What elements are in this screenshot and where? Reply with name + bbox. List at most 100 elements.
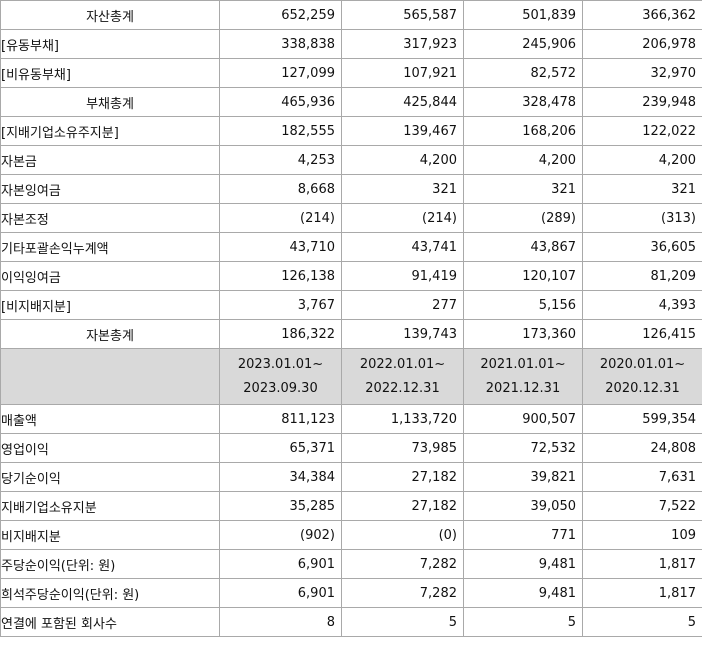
value-cell: 120,107 <box>463 261 583 291</box>
value-cell: 109 <box>582 520 702 550</box>
value-cell: (313) <box>582 203 702 233</box>
value-cell: (0) <box>341 520 464 550</box>
value-cell: 5 <box>582 607 702 637</box>
value-cell: 317,923 <box>341 29 464 59</box>
table-row: 주당순이익(단위: 원) 6,901 7,282 9,481 1,817 <box>0 549 702 579</box>
table-row: 자본총계 186,322 139,743 173,360 126,415 <box>0 319 702 349</box>
period-start: 2021.01.01~ <box>480 356 566 372</box>
value-cell: (214) <box>341 203 464 233</box>
value-cell: 72,532 <box>463 433 583 463</box>
table-row: 자본조정 (214) (214) (289) (313) <box>0 203 702 233</box>
row-label: 주당순이익(단위: 원) <box>0 549 220 579</box>
income-statement-section: 매출액 811,123 1,133,720 900,507 599,354 영업이익 65,… <box>0 404 702 637</box>
period-end: 2022.12.31 <box>365 380 440 396</box>
period-header-section: 2023.01.01~ 2023.09.30 2022.01.01~ 2022.12… <box>0 348 702 405</box>
period-cell: 2023.01.01~ 2023.09.30 <box>219 348 342 405</box>
value-cell: 139,743 <box>341 319 464 349</box>
value-cell: 73,985 <box>341 433 464 463</box>
value-cell: 32,970 <box>582 58 702 88</box>
value-cell: 321 <box>341 174 464 204</box>
value-cell: 7,522 <box>582 491 702 521</box>
value-cell: 599,354 <box>582 404 702 434</box>
table-row: 영업이익 65,371 73,985 72,532 24,808 <box>0 433 702 463</box>
period-end: 2021.12.31 <box>485 380 561 396</box>
table-row: 지배기업소유지분 35,285 27,182 39,050 7,522 <box>0 491 702 521</box>
table-row: 당기순이익 34,384 27,182 39,821 7,631 <box>0 462 702 492</box>
value-cell: 39,050 <box>463 491 583 521</box>
table-row: 부채총계 465,936 425,844 328,478 239,948 <box>0 87 702 117</box>
value-cell: 126,138 <box>219 261 342 291</box>
value-cell: 7,282 <box>341 578 464 608</box>
value-cell: 6,901 <box>219 578 342 608</box>
row-label: 자본잉여금 <box>0 174 220 204</box>
table-row: 자본금 4,253 4,200 4,200 4,200 <box>0 145 702 175</box>
period-end: 2020.12.31 <box>605 380 680 396</box>
value-cell: 338,838 <box>219 29 342 59</box>
value-cell: 277 <box>341 290 464 320</box>
value-cell: 245,906 <box>463 29 583 59</box>
value-cell: 107,921 <box>341 58 464 88</box>
table-row: [비유동부채] 127,099 107,921 82,572 32,970 <box>0 58 702 88</box>
table-row: 희석주당순이익(단위: 원) 6,901 7,282 9,481 1,817 <box>0 578 702 608</box>
value-cell: 4,200 <box>341 145 464 175</box>
period-header-blank-cell <box>0 348 220 405</box>
value-cell: 6,901 <box>219 549 342 579</box>
value-cell: 126,415 <box>582 319 702 349</box>
value-cell: 1,133,720 <box>341 404 464 434</box>
value-cell: (214) <box>219 203 342 233</box>
value-cell: (902) <box>219 520 342 550</box>
value-cell: 139,467 <box>341 116 464 146</box>
value-cell: 3,767 <box>219 290 342 320</box>
table-row: 이익잉여금 126,138 91,419 120,107 81,209 <box>0 261 702 291</box>
balance-sheet-section: 자산총계 652,259 565,587 501,839 366,362 [유동부채] 33… <box>0 0 702 349</box>
value-cell: 652,259 <box>219 0 342 30</box>
value-cell: 43,710 <box>219 232 342 262</box>
value-cell: 4,253 <box>219 145 342 175</box>
value-cell: 206,978 <box>582 29 702 59</box>
value-cell: 27,182 <box>341 462 464 492</box>
value-cell: 81,209 <box>582 261 702 291</box>
value-cell: 425,844 <box>341 87 464 117</box>
row-label: 희석주당순이익(단위: 원) <box>0 578 220 608</box>
value-cell: 1,817 <box>582 578 702 608</box>
row-label: 기타포괄손익누계액 <box>0 232 220 262</box>
value-cell: 168,206 <box>463 116 583 146</box>
row-label: [비유동부채] <box>0 58 220 88</box>
financial-summary-table: 자산총계 652,259 565,587 501,839 366,362 [유동부채] 33… <box>0 0 702 637</box>
value-cell: 321 <box>582 174 702 204</box>
period-cell: 2020.01.01~ 2020.12.31 <box>582 348 702 405</box>
row-label: 자본총계 <box>0 319 220 349</box>
value-cell: 43,741 <box>341 232 464 262</box>
value-cell: 65,371 <box>219 433 342 463</box>
row-label: 지배기업소유지분 <box>0 491 220 521</box>
period-header-row: 2023.01.01~ 2023.09.30 2022.01.01~ 2022.12… <box>0 348 702 405</box>
value-cell: 565,587 <box>341 0 464 30</box>
value-cell: 8 <box>219 607 342 637</box>
value-cell: 8,668 <box>219 174 342 204</box>
row-label: 당기순이익 <box>0 462 220 492</box>
value-cell: 91,419 <box>341 261 464 291</box>
period-start: 2022.01.01~ <box>359 356 446 372</box>
table-row: 비지배지분 (902) (0) 771 109 <box>0 520 702 550</box>
value-cell: 127,099 <box>219 58 342 88</box>
row-label: 부채총계 <box>0 87 220 117</box>
value-cell: 173,360 <box>463 319 583 349</box>
row-label: [지배기업소유주지분] <box>0 116 220 146</box>
value-cell: 501,839 <box>463 0 583 30</box>
table-row: 매출액 811,123 1,133,720 900,507 599,354 <box>0 404 702 434</box>
value-cell: 4,393 <box>582 290 702 320</box>
value-cell: 7,631 <box>582 462 702 492</box>
value-cell: 39,821 <box>463 462 583 492</box>
value-cell: 82,572 <box>463 58 583 88</box>
table-row: 자산총계 652,259 565,587 501,839 366,362 <box>0 0 702 30</box>
period-cell: 2021.01.01~ 2021.12.31 <box>463 348 583 405</box>
table-row: 연결에 포함된 회사수 8 5 5 5 <box>0 607 702 637</box>
table-row: [유동부채] 338,838 317,923 245,906 206,978 <box>0 29 702 59</box>
row-label: [유동부채] <box>0 29 220 59</box>
value-cell: 239,948 <box>582 87 702 117</box>
row-label: 영업이익 <box>0 433 220 463</box>
value-cell: 465,936 <box>219 87 342 117</box>
row-label: 매출액 <box>0 404 220 434</box>
value-cell: 771 <box>463 520 583 550</box>
period-start: 2020.01.01~ <box>599 356 686 372</box>
